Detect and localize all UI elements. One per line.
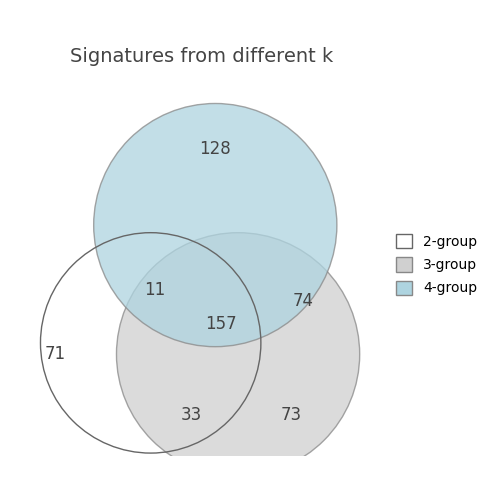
Legend: 2-group, 3-group, 4-group: 2-group, 3-group, 4-group (390, 229, 483, 301)
Text: 73: 73 (281, 406, 302, 424)
Text: 11: 11 (144, 281, 165, 299)
Text: 74: 74 (292, 292, 313, 310)
Text: 33: 33 (180, 406, 202, 424)
Circle shape (94, 103, 337, 347)
Text: 71: 71 (45, 345, 66, 363)
Title: Signatures from different k: Signatures from different k (70, 47, 333, 66)
Text: 157: 157 (206, 315, 237, 333)
Text: 128: 128 (200, 140, 231, 158)
Circle shape (116, 233, 360, 476)
